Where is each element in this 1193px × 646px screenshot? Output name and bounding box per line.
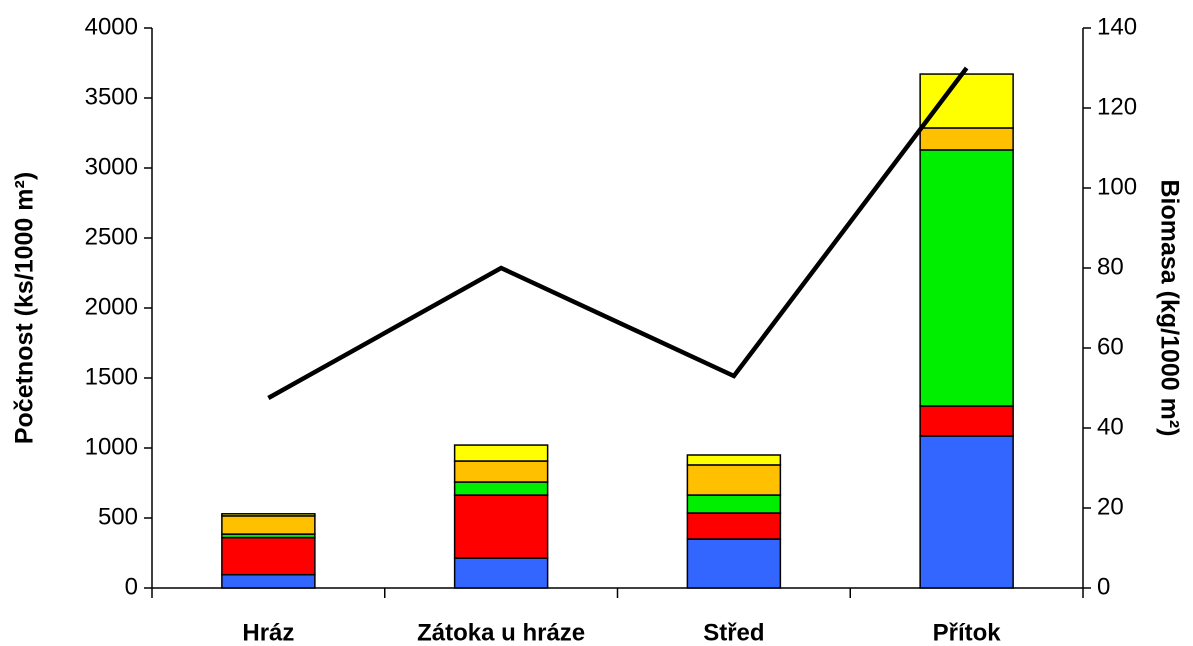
y-tick-label: 3500 — [85, 83, 138, 110]
bar-segment — [453, 557, 549, 589]
bar-segment — [686, 538, 782, 589]
bar-segment — [453, 444, 549, 462]
y2-tick-label: 100 — [1097, 173, 1137, 200]
y2-axis-label: Biomasa (kg/1000 m²) — [1155, 179, 1183, 436]
y-tick-label: 2000 — [85, 293, 138, 320]
bar-segment — [221, 515, 316, 535]
bar-segment — [453, 494, 549, 559]
x-tick-label: Hráz — [242, 619, 294, 646]
x-tick-label: Přítok — [933, 619, 1002, 646]
bar-segment — [919, 127, 1014, 151]
y-tick-label: 3000 — [85, 153, 138, 180]
bar-segment — [686, 464, 782, 496]
bar-segment — [919, 73, 1014, 129]
y-tick-label: 1500 — [85, 363, 138, 390]
y2-tick-label: 40 — [1097, 413, 1124, 440]
x-tick-label: Zátoka u hráze — [417, 619, 585, 646]
bar-segment — [919, 435, 1014, 589]
y-tick-label: 2500 — [85, 223, 138, 250]
bar-segment — [453, 481, 549, 496]
y2-tick-label: 80 — [1097, 253, 1124, 280]
y2-tick-label: 20 — [1097, 493, 1124, 520]
y-tick-label: 0 — [125, 573, 138, 600]
bar-segment — [919, 149, 1014, 407]
bar-segment — [221, 513, 316, 517]
bar-segment — [221, 536, 316, 576]
y2-tick-label: 140 — [1097, 13, 1137, 40]
line — [267, 66, 969, 400]
x-tick-label: Střed — [703, 619, 764, 646]
y-tick-label: 4000 — [85, 13, 138, 40]
y-axis-label: Početnost (ks/1000 m²) — [11, 172, 39, 444]
y2-tick-label: 120 — [1097, 93, 1137, 120]
bar-segment — [686, 494, 782, 514]
bar-segment — [221, 573, 316, 589]
y2-tick-label: 60 — [1097, 333, 1124, 360]
bar-segment — [919, 405, 1014, 437]
bar-segment — [686, 512, 782, 540]
bar-segment — [453, 460, 549, 483]
y-tick-label: 500 — [98, 503, 138, 530]
bar-segment — [686, 454, 782, 466]
y-tick-label: 1000 — [85, 433, 138, 460]
y2-tick-label: 0 — [1097, 573, 1110, 600]
